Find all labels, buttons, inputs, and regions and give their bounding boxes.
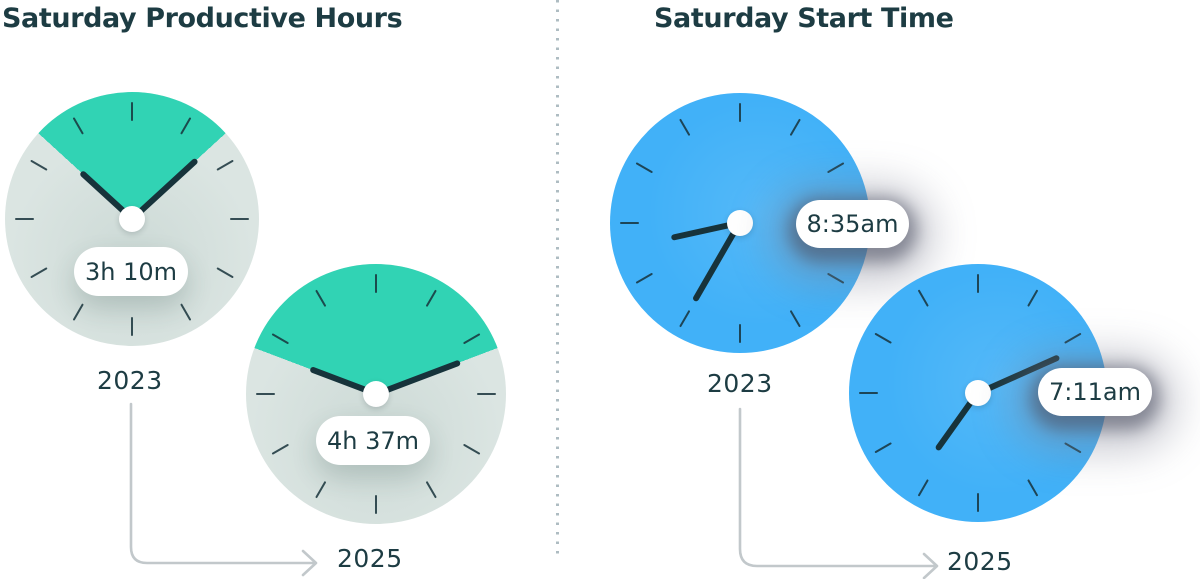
- start-time-value-2023: 8:35am: [806, 210, 899, 238]
- start-time-clock-2025: 7:11am: [849, 264, 1152, 522]
- duration-value-2023: 3h 10m: [84, 257, 178, 286]
- productive-clock-2023: 3h 10m: [5, 92, 259, 346]
- center-dot: [727, 210, 753, 236]
- dotted-divider: [556, 0, 559, 557]
- start-time-clock-2023: 8:35am: [610, 93, 909, 353]
- center-dot: [119, 206, 145, 232]
- center-dot: [965, 380, 991, 406]
- duration-value-2025: 4h 37m: [326, 426, 420, 455]
- center-dot: [363, 381, 389, 407]
- duration-badge-2023: 3h 10m: [74, 247, 188, 296]
- year-label-right-2025: 2025: [947, 547, 1013, 576]
- start-time-title: Saturday Start Time: [654, 3, 954, 34]
- year-label-right-2023: 2023: [707, 369, 773, 398]
- start-time-badge-2025: 7:11am: [1038, 368, 1152, 416]
- productive-clock-2025: 4h 37m: [246, 264, 506, 524]
- start-time-badge-2023: 8:35am: [796, 200, 909, 248]
- start-time-value-2025: 7:11am: [1049, 378, 1141, 406]
- duration-badge-2025: 4h 37m: [316, 416, 430, 465]
- year-label-left-2023: 2023: [97, 366, 163, 395]
- productive-hours-title: Saturday Productive Hours: [2, 3, 403, 34]
- year-label-left-2025: 2025: [337, 544, 403, 573]
